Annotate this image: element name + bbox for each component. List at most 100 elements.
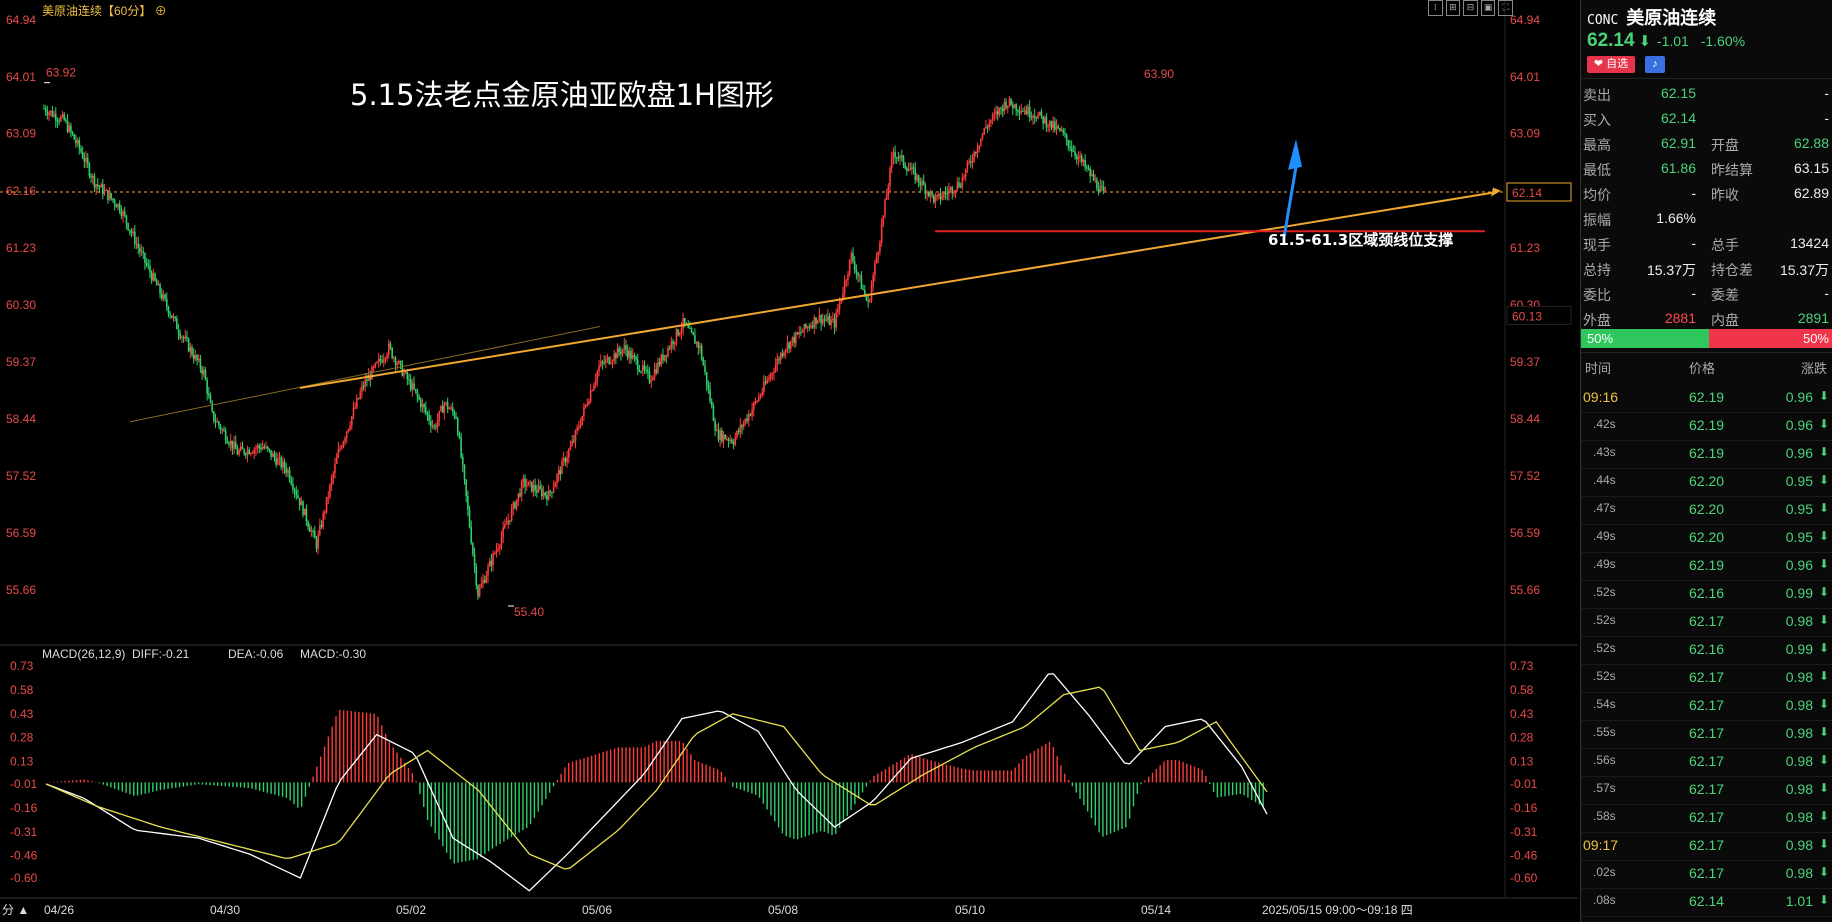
trade-price: 62.19 [1689,557,1725,573]
candle-body [312,530,314,532]
candle-body [236,449,239,455]
candle-body [123,211,126,216]
trades-header-time: 时间 [1585,361,1612,376]
trade-price: 62.20 [1689,501,1725,517]
candle-body [613,353,615,361]
chart-area[interactable]: 64.9464.9464.0164.0163.0963.0962.1662.16… [0,0,1578,922]
price-tick-left: 58.44 [6,412,36,426]
candle-body [260,447,262,450]
candle-body [1035,117,1038,119]
candle-body [867,300,869,302]
candle-body [791,336,794,341]
candle-body [325,497,328,512]
watchlist-button[interactable]: ❤ 自选 [1587,56,1635,73]
trade-price: 62.17 [1689,725,1725,741]
candle-body [283,461,286,469]
candle-body [1089,168,1091,176]
candle-body [1102,186,1105,191]
trade-row[interactable]: .58s 62.17 0.98 ⬇ [1581,804,1832,833]
trade-row[interactable]: .57s 62.17 0.98 ⬇ [1581,776,1832,805]
ratio-bar-right: 50% [1709,329,1832,348]
candle-body [754,401,757,403]
candle-body [579,424,582,427]
trade-row[interactable]: 09:16 62.19 0.96 ⬇ [1581,384,1832,413]
candle-body [641,365,644,372]
candle-body [182,337,185,339]
trade-row[interactable]: .08s 62.14 1.01 ⬇ [1581,888,1832,917]
candle-body [1030,116,1033,118]
macd-tick-right: 0.43 [1510,707,1534,721]
layout-icon[interactable]: ▣ [1480,0,1496,16]
zoom-out-icon[interactable]: ⊟ [1463,0,1478,16]
candle-body [936,194,938,198]
trade-row[interactable]: .49s 62.19 0.96 ⬇ [1581,552,1832,581]
trades-header: 时间 价格 涨跌 [1581,358,1832,376]
candle-body [120,211,123,216]
candle-body [832,318,834,320]
candle-body [885,195,888,200]
trade-time: .52s [1593,669,1616,683]
trade-row[interactable]: .55s 62.17 0.98 ⬇ [1581,720,1832,749]
candle-body [189,347,192,352]
trade-row[interactable]: .44s 62.20 0.95 ⬇ [1581,468,1832,497]
candle-body [998,107,1001,115]
candle-body [556,475,558,483]
candle-body [596,371,599,380]
candle-body [810,325,812,328]
zoom-in-icon[interactable]: ⊞ [1445,0,1461,16]
quote-label: 最高 [1583,137,1611,153]
candle-body [615,353,617,359]
candle-body [243,449,245,454]
trade-row[interactable]: .49s 62.20 0.95 ⬇ [1581,524,1832,553]
trade-row[interactable]: .02s 62.17 0.98 ⬇ [1581,860,1832,889]
candle-body [922,180,925,185]
candle-body [712,406,715,422]
candle-body [49,110,52,113]
dea-label: DEA:-0.06 [228,647,284,661]
candle-body [88,164,91,176]
quote-label: 内盘 [1711,312,1739,328]
candle-body [213,411,215,421]
trade-row[interactable]: .54s 62.17 0.98 ⬇ [1581,692,1832,721]
trade-row[interactable]: .52s 62.17 0.98 ⬇ [1581,608,1832,637]
candle-body [993,113,996,116]
trade-row[interactable]: .52s 62.16 0.99 ⬇ [1581,636,1832,665]
kline-chart[interactable]: 64.9464.9464.0164.0163.0963.0962.1662.16… [0,0,1578,922]
bell-icon[interactable]: ♪ [1645,56,1665,73]
candle-body [628,350,631,358]
candle-body [1077,157,1080,160]
trade-row[interactable]: .52s 62.16 0.99 ⬇ [1581,580,1832,609]
down-arrow-icon: ⬇ [1818,501,1829,515]
candle-body [695,342,698,344]
candle-body [744,418,747,424]
trade-time: .57s [1593,781,1616,795]
trade-row[interactable]: 09:17 62.17 0.98 ⬇ [1581,832,1832,861]
candle-body [985,126,987,129]
candle-body [297,495,299,499]
candle-body [808,326,811,328]
candle-body [245,453,247,456]
trade-row[interactable]: .42s 62.19 0.96 ⬇ [1581,412,1832,441]
trade-row[interactable]: .47s 62.20 0.95 ⬇ [1581,496,1832,525]
trade-time: .08s [1593,893,1616,907]
candle-body [771,373,774,375]
crosshair-icon[interactable]: ⁞ [1428,0,1443,16]
candle-body [722,434,725,442]
fullscreen-icon[interactable]: ⛶ [1498,0,1513,16]
trade-price: 62.14 [1689,893,1725,909]
candle-body [224,430,227,441]
trade-row[interactable]: .43s 62.19 0.96 ⬇ [1581,440,1832,469]
candle-body [108,193,111,200]
candle-body [134,231,136,245]
settings-icon[interactable]: ⊕ [154,4,167,18]
candle-body [258,445,261,448]
candle-body [1059,127,1061,131]
candle-body [313,530,316,539]
candle-body [1055,126,1058,130]
candle-body [197,358,200,361]
trade-row[interactable]: .52s 62.17 0.98 ⬇ [1581,664,1832,693]
candle-body [165,298,168,307]
quote-label: 委差 [1711,287,1739,303]
quote-label: 现手 [1583,237,1611,253]
trade-row[interactable]: .56s 62.17 0.98 ⬇ [1581,748,1832,777]
